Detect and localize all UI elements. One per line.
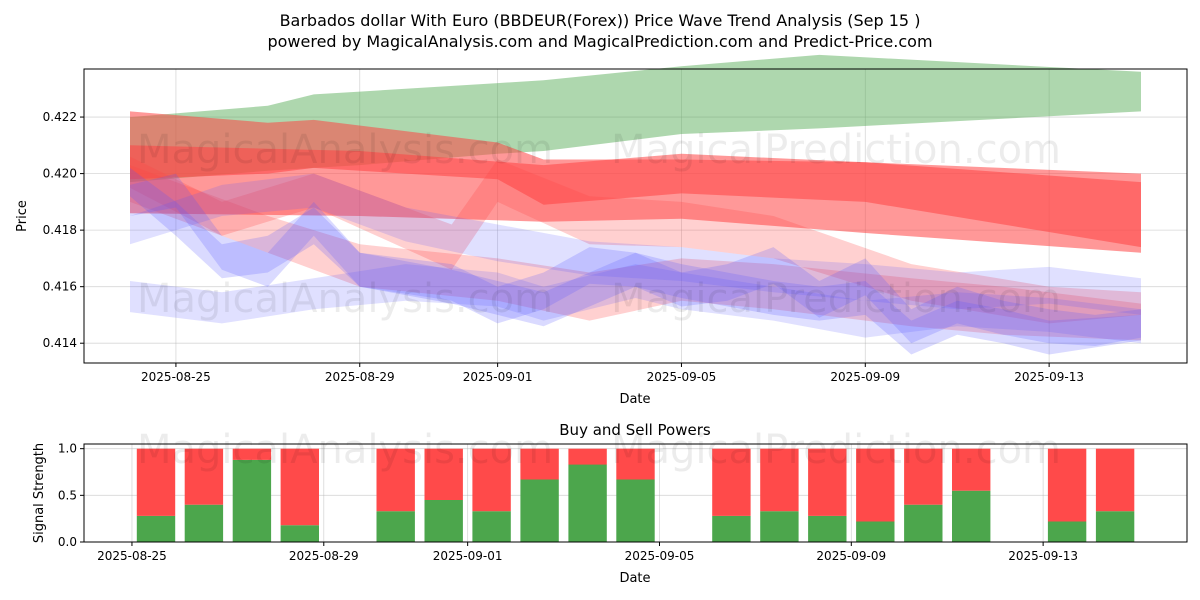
sell-power-bar: [520, 448, 559, 480]
sell-power-bar: [376, 448, 415, 512]
price-bands: [130, 54, 1141, 355]
buy-power-bar: [904, 504, 943, 542]
price-band-blue: [130, 173, 1141, 355]
sell-power-bar: [1095, 448, 1135, 512]
power-x-tick-label: 2025-09-09: [816, 549, 886, 563]
buy-power-bar: [856, 521, 895, 542]
price-band-red: [130, 145, 1141, 253]
power-plot-frame: [83, 443, 1188, 543]
buy-power-bar: [760, 511, 799, 542]
power-x-tick-label: 2025-09-13: [1008, 549, 1078, 563]
price-plot-frame: [83, 68, 1188, 364]
buy-power-bar: [712, 515, 751, 542]
sell-power-bar: [424, 448, 463, 500]
price-x-tick-label: 2025-09-05: [647, 370, 717, 384]
sell-power-bar: [280, 448, 319, 526]
power-x-tick-label: 2025-08-25: [97, 549, 167, 563]
price-y-tick-label: 0.414: [43, 336, 77, 350]
watermark-top-3: MagicalAnalysis.com: [137, 276, 553, 322]
sell-power-bar: [232, 448, 272, 460]
price-y-ticks: 0.414 0.416 0.418 0.420 0.422: [43, 110, 84, 350]
sell-power-bar: [1047, 448, 1087, 522]
buy-power-bar: [520, 479, 559, 542]
sell-power-bar: [760, 448, 799, 512]
price-y-tick-label: 0.416: [43, 280, 77, 294]
power-x-tick-label: 2025-09-05: [625, 549, 695, 563]
buy-power-bar: [568, 464, 607, 542]
watermark-bottom-1: MagicalAnalysis.com: [137, 427, 553, 473]
power-x-tick-label: 2025-09-01: [433, 549, 503, 563]
buy-power-bar: [280, 525, 319, 542]
power-x-axis-label: Date: [619, 571, 650, 586]
price-band-blue: [130, 264, 1141, 344]
price-x-tick-label: 2025-09-09: [830, 370, 900, 384]
buy-sell-power-plot: Buy and Sell Powers MagicalAnalysis.com …: [32, 421, 1188, 586]
power-y-ticks: 0.0 0.5 1.0: [58, 442, 84, 549]
sell-power-bar: [712, 448, 751, 516]
power-y-axis-label: Signal Strength: [32, 443, 47, 543]
price-y-axis-label: Price: [15, 200, 30, 232]
buy-power-bar: [472, 511, 511, 542]
buy-power-bar: [1095, 511, 1135, 542]
price-y-tick-label: 0.422: [43, 110, 77, 124]
watermark-top-4: MagicalPrediction.com: [611, 276, 1061, 322]
power-x-ticks: 2025-08-25 2025-08-29 2025-09-01 2025-09-05…: [97, 542, 1078, 563]
price-y-tick-label: 0.420: [43, 167, 77, 181]
price-x-ticks: 2025-08-25 2025-08-29 2025-09-01 2025-09-05…: [141, 363, 1084, 384]
power-y-tick-label: 0.0: [58, 535, 77, 549]
buy-power-bar: [616, 479, 655, 542]
price-y-tick-label: 0.418: [43, 223, 77, 237]
watermark-top-1: MagicalAnalysis.com: [137, 127, 553, 173]
sell-power-bar: [136, 448, 176, 516]
buy-power-bar: [136, 515, 176, 542]
sell-power-bar: [904, 448, 943, 505]
sell-power-bar: [616, 448, 655, 480]
buy-power-bar: [952, 490, 991, 542]
power-bars: [136, 448, 1135, 542]
buy-power-bar: [808, 515, 847, 542]
price-x-tick-label: 2025-08-25: [141, 370, 211, 384]
power-y-tick-label: 1.0: [58, 442, 77, 456]
price-band-red: [130, 156, 1141, 324]
price-x-tick-label: 2025-08-29: [325, 370, 395, 384]
buy-power-bar: [376, 511, 415, 542]
watermark-bottom-2: MagicalPrediction.com: [611, 427, 1061, 473]
sell-power-bar: [184, 448, 224, 505]
buy-sell-title: Buy and Sell Powers: [559, 421, 711, 439]
watermark-top-2: MagicalPrediction.com: [611, 127, 1061, 173]
price-band-blue: [130, 173, 1141, 315]
price-wave-plot: MagicalAnalysis.com MagicalPrediction.co…: [15, 54, 1188, 407]
buy-power-bar: [424, 500, 463, 542]
price-x-axis-label: Date: [619, 392, 650, 407]
chart-title-line2: powered by MagicalAnalysis.com and Magic…: [267, 32, 932, 51]
sell-power-bar: [856, 448, 895, 522]
buy-power-bar: [232, 459, 272, 542]
buy-power-bar: [184, 504, 224, 542]
price-band-blue: [130, 167, 1141, 346]
price-x-tick-label: 2025-09-13: [1014, 370, 1084, 384]
price-band-red: [130, 165, 1141, 341]
sell-power-bar: [952, 448, 991, 491]
power-x-tick-label: 2025-08-29: [289, 549, 359, 563]
chart-title-line1: Barbados dollar With Euro (BBDEUR(Forex)…: [280, 11, 921, 30]
power-y-tick-label: 0.5: [58, 488, 77, 502]
sell-power-bar: [472, 448, 511, 512]
sell-power-bar: [568, 448, 607, 465]
sell-power-bar: [808, 448, 847, 516]
buy-power-bar: [1047, 521, 1087, 542]
price-x-tick-label: 2025-09-01: [463, 370, 533, 384]
